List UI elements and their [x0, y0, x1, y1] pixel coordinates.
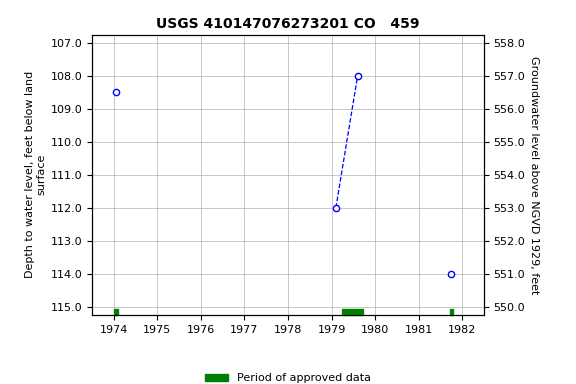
Bar [114, 309, 118, 315]
Bar [450, 309, 453, 315]
Bar [342, 309, 363, 315]
Y-axis label: Groundwater level above NGVD 1929, feet: Groundwater level above NGVD 1929, feet [529, 56, 540, 294]
Y-axis label: Depth to water level, feet below land
surface: Depth to water level, feet below land su… [25, 71, 47, 278]
Title: USGS 410147076273201 CO   459: USGS 410147076273201 CO 459 [156, 17, 420, 31]
Legend: Period of approved data: Period of approved data [201, 369, 375, 384]
